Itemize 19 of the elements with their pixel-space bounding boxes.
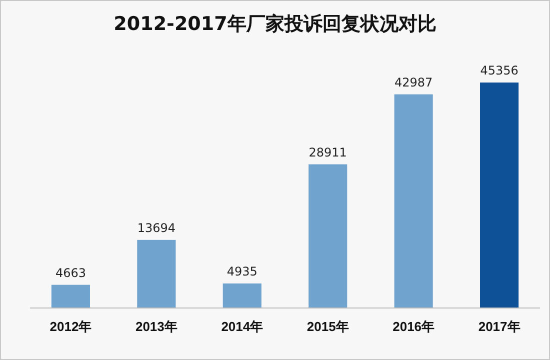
x-tick-label: 2012年 [50,319,92,334]
data-label: 45356 [480,64,518,78]
x-tick-label: 2015年 [306,319,349,334]
data-label: 4663 [55,266,86,280]
bar [308,164,348,308]
data-label: 42987 [394,75,433,90]
chart-title: 2012-2017年厂家投诉回复状况对比 [114,13,436,35]
x-tick-label: 2017年 [478,319,520,334]
data-label: 13694 [137,220,176,235]
x-tick-label: 2014年 [221,319,264,334]
bar [394,94,433,308]
bar [480,82,519,308]
data-label: 28911 [308,145,347,160]
bar [222,283,262,308]
bar [51,284,90,308]
x-tick-label: 2013年 [135,319,178,334]
bar [137,240,176,308]
x-tick-label: 2016年 [392,319,435,334]
data-label: 4935 [226,264,258,278]
